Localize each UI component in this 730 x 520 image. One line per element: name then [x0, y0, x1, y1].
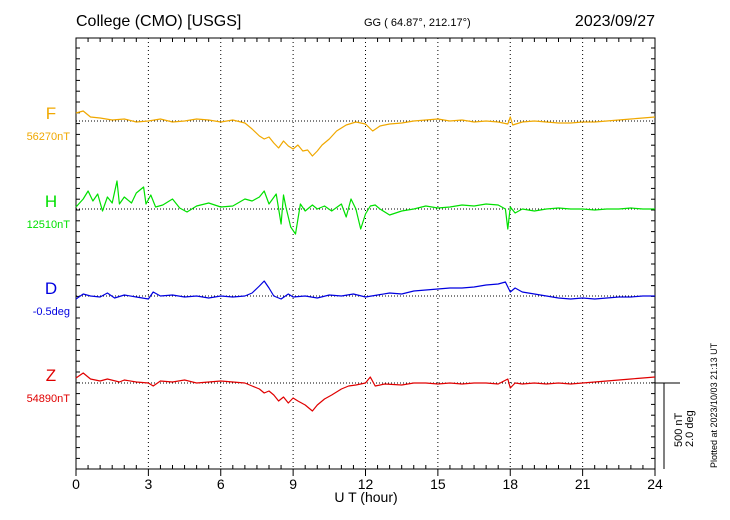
baselines: [76, 120, 655, 384]
component-baseline-z: 54890nT: [27, 393, 71, 405]
minor-ticks: [76, 38, 655, 469]
scale-bar-label-nt: 500 nT: [673, 412, 685, 447]
trace-f: [75, 110, 656, 157]
traces: [75, 110, 656, 412]
x-tick-label: 9: [289, 476, 297, 492]
chart-date: 2023/09/27: [575, 13, 655, 30]
x-axis-title: U T (hour): [334, 489, 397, 505]
station-title: College (CMO) [USGS]: [76, 13, 241, 30]
trace-d: [75, 280, 655, 300]
component-name-z: Z: [46, 366, 56, 385]
time-grid: [147, 38, 584, 469]
x-tick-label: 12: [358, 476, 374, 492]
scale-bar-label-deg: 2.0 deg: [684, 410, 696, 447]
trace-z: [75, 372, 656, 412]
component-labels: F 56270nT H 12510nT D -0.5deg Z 54890nT: [27, 104, 71, 405]
x-tick-label: 6: [217, 476, 225, 492]
x-tick-label: 21: [575, 476, 591, 492]
trace-h: [75, 180, 655, 235]
component-name-f: F: [46, 104, 56, 123]
station-coordinates: GG ( 64.87°, 212.17°): [364, 17, 471, 29]
x-tick-label: 24: [647, 476, 663, 492]
plotted-at-note: Plotted at 2023/10/03 21:13 UT: [709, 342, 719, 468]
component-baseline-h: 12510nT: [27, 219, 71, 231]
x-tick-label: 15: [430, 476, 446, 492]
component-name-h: H: [45, 192, 57, 211]
x-tick-label: 3: [144, 476, 152, 492]
x-tick-label: 0: [72, 476, 80, 492]
component-name-d: D: [45, 279, 57, 298]
x-axis-ticks: 0 3 6 9 12 15 18 21 24: [72, 469, 663, 492]
component-baseline-d: -0.5deg: [33, 306, 70, 318]
x-tick-label: 18: [502, 476, 518, 492]
component-baseline-f: 56270nT: [27, 131, 71, 143]
